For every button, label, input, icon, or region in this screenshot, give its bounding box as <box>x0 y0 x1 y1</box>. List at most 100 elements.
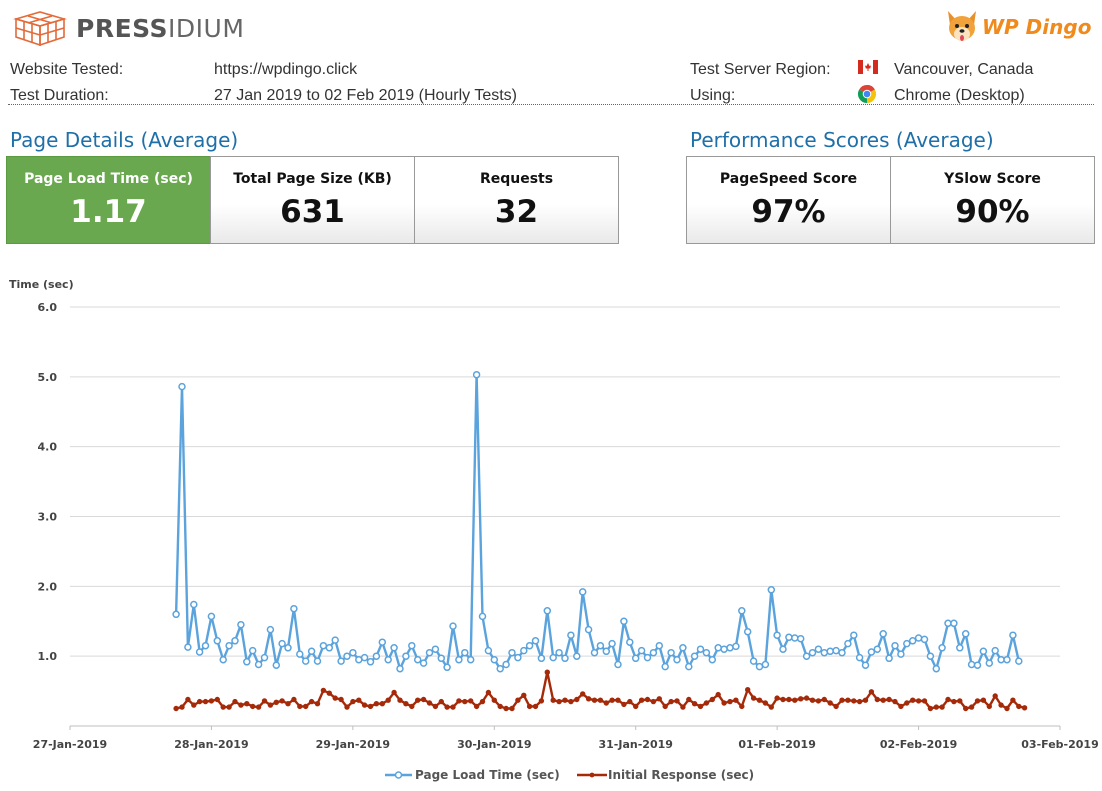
page-load-point <box>702 648 711 657</box>
initial-response-point <box>432 703 439 710</box>
y-axis-label: Time (sec) <box>9 278 74 291</box>
page-load-point <box>920 635 929 644</box>
page-load-point <box>779 645 787 653</box>
initial-response-point <box>196 698 203 705</box>
card-label: Page Load Time (sec) <box>24 171 193 187</box>
page-load-point <box>331 636 339 644</box>
page-load-point <box>679 644 687 652</box>
page-load-point <box>714 644 722 652</box>
initial-response-point <box>450 704 456 710</box>
dingo-dog-icon <box>948 11 976 41</box>
page-load-point <box>443 663 451 672</box>
initial-response-point <box>739 703 745 710</box>
page-load-point <box>231 637 239 645</box>
page-load-point <box>820 648 829 657</box>
initial-response-point <box>238 702 244 708</box>
page-load-point <box>997 655 1005 664</box>
initial-response-point <box>815 698 822 704</box>
page-load-point <box>891 641 899 650</box>
initial-response-point <box>220 704 226 710</box>
page-load-point <box>343 652 351 660</box>
page-load-point <box>461 648 469 657</box>
initial-response-point <box>780 696 786 703</box>
pressidium-wordmark: PRESSIDIUM <box>76 13 245 43</box>
initial-response-point <box>208 698 215 704</box>
initial-response-point <box>308 698 315 705</box>
page-load-point <box>319 641 328 650</box>
page-load-point <box>237 620 245 629</box>
page-load-time-card: Page Load Time (sec) 1.17 <box>6 156 211 244</box>
initial-response-point <box>585 696 592 702</box>
page-load-point <box>520 646 528 655</box>
initial-response-point <box>839 697 845 703</box>
initial-response-point <box>361 702 368 708</box>
page-load-point <box>508 648 516 657</box>
initial-response-point <box>444 704 450 710</box>
y-tick-label: 1.0 <box>38 650 58 663</box>
legend-page-load-marker <box>394 771 403 779</box>
page-load-point <box>195 648 204 656</box>
page-load-point <box>885 654 893 663</box>
initial-response-point <box>1010 697 1016 703</box>
initial-response-point <box>379 701 385 707</box>
page-load-point <box>908 637 917 645</box>
region-label: Test Server Region: <box>690 61 831 78</box>
initial-response-point <box>750 695 757 701</box>
page-load-point <box>301 657 310 665</box>
page-load-point <box>466 655 475 664</box>
page-load-point <box>296 650 304 658</box>
initial-response-point <box>191 702 197 708</box>
chrome-icon <box>857 84 877 109</box>
page-load-point <box>543 607 552 615</box>
page-load-point <box>360 653 369 662</box>
initial-response-point <box>963 705 969 712</box>
initial-response-point <box>591 697 598 703</box>
page-details-title: Page Details (Average) <box>10 128 239 152</box>
initial-response-point <box>544 669 550 675</box>
initial-response-point <box>267 702 274 708</box>
initial-response-point <box>1004 705 1010 712</box>
initial-response-point <box>709 696 715 703</box>
initial-response-point <box>986 703 992 710</box>
legend-initial-response-marker <box>589 772 595 778</box>
page-load-point <box>838 648 846 657</box>
page-load-point <box>749 657 758 665</box>
page-load-point <box>425 648 434 657</box>
initial-response-point <box>868 689 875 695</box>
page-load-point <box>626 638 634 646</box>
page-load-point <box>490 655 499 664</box>
page-load-point <box>266 625 275 634</box>
initial-response-point <box>786 696 792 703</box>
page-load-point <box>213 637 222 645</box>
initial-response-point <box>904 700 910 706</box>
card-label: PageSpeed Score <box>719 171 858 187</box>
page-load-point <box>207 612 216 621</box>
page-load-point <box>785 633 793 642</box>
x-tick-label: 28-Jan-2019 <box>174 738 248 751</box>
page-load-point <box>184 643 192 651</box>
page-load-point <box>1003 655 1011 664</box>
x-tick-label: 02-Feb-2019 <box>880 738 957 751</box>
page-load-point <box>525 641 534 650</box>
card-value: 1.17 <box>70 194 147 230</box>
initial-response-point <box>532 703 539 710</box>
page-load-point <box>172 610 180 619</box>
y-tick-label: 5.0 <box>38 371 58 384</box>
page-load-point <box>419 659 428 667</box>
initial-response-point <box>373 701 380 707</box>
page-load-point <box>248 646 257 655</box>
initial-response-point <box>892 698 898 705</box>
page-load-point <box>938 644 946 652</box>
x-tick-label: 30-Jan-2019 <box>457 738 531 751</box>
website-value: https://wpdingo.click <box>214 61 358 78</box>
initial-response-point <box>279 698 285 704</box>
initial-response-point <box>173 705 179 712</box>
initial-response-point <box>644 696 651 703</box>
initial-response-point <box>756 697 763 703</box>
card-value: 97% <box>751 194 826 230</box>
page-load-point <box>973 661 982 669</box>
page-load-point <box>284 644 292 652</box>
page-load-point <box>897 650 905 658</box>
page-load-point <box>802 652 811 660</box>
initial-response-point <box>326 690 332 696</box>
